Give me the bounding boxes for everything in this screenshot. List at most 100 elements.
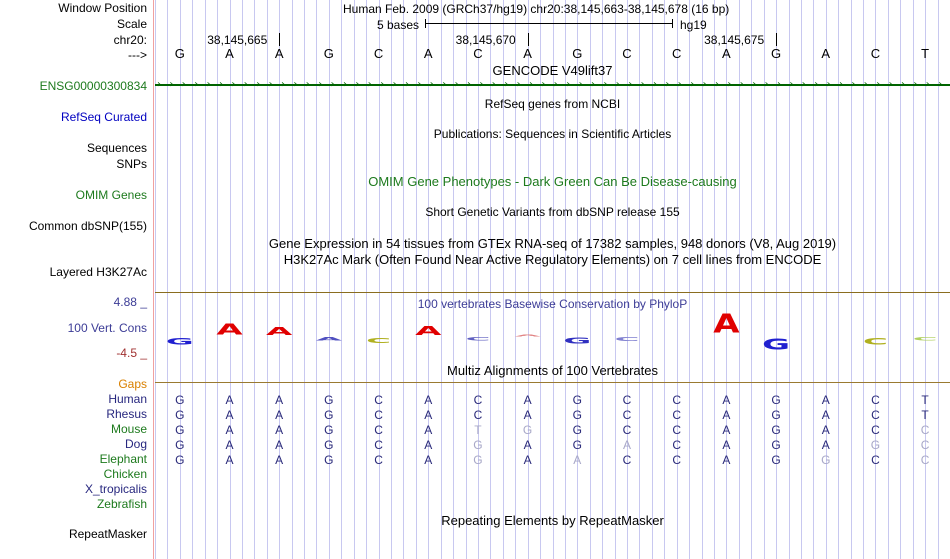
sidebar-item-rhesus[interactable]: Rhesus (106, 407, 147, 421)
multiz-base: C (622, 423, 632, 437)
gene-strand-arrow-icon: › (591, 79, 595, 90)
phylop-base-glyph: C (366, 337, 392, 344)
gene-strand-arrow-icon: › (467, 79, 471, 90)
sidebar-item-omim[interactable]: OMIM Genes (75, 188, 147, 202)
phylop-bar: G (559, 337, 595, 345)
sidebar-item-h3k27ac[interactable]: Layered H3K27Ac (49, 265, 147, 279)
multiz-base: A (622, 438, 631, 452)
gene-strand-arrow-icon: › (888, 79, 893, 90)
sequence-base: C (373, 46, 384, 61)
track-center-omim: OMIM Gene Phenotypes - Dark Green Can Be… (368, 174, 737, 189)
sequence-base: C (870, 46, 881, 61)
scale-row-label: Scale (116, 17, 147, 31)
ruler-coordinate-label: 38,145,670 (455, 33, 516, 47)
phylop-base-glyph: A (315, 337, 343, 341)
sequence-base: A (274, 46, 284, 61)
gene-strand-arrow-icon: › (814, 79, 819, 90)
multiz-base: G (821, 453, 831, 467)
scale-bar-label: 5 bases (377, 18, 420, 32)
gene-strand-arrow-icon: › (938, 79, 943, 90)
phylop-base-glyph: C (912, 337, 938, 341)
gene-strand-arrow-icon: › (504, 79, 509, 90)
multiz-base: C (871, 393, 880, 407)
sidebar-item-repeatmasker[interactable]: RepeatMasker (68, 527, 147, 541)
multiz-base: A (424, 453, 433, 467)
sidebar-item-conservation[interactable]: 100 Vert. Cons (67, 321, 147, 335)
left-boundary-line (153, 0, 154, 559)
multiz-base: C (473, 393, 483, 407)
gene-strand-arrow-icon: › (343, 79, 347, 90)
sidebar-item-dbsnp[interactable]: Common dbSNP(155) (28, 219, 147, 233)
sidebar-item-gaps[interactable]: Gaps (118, 377, 147, 391)
phylop-bar: C (609, 337, 645, 342)
ruler-tick (527, 33, 529, 46)
gene-strand-arrow-icon: › (442, 79, 447, 90)
multiz-base: A (722, 438, 731, 452)
sidebar-item-gencode[interactable]: ENSG00000300834 (39, 79, 147, 93)
multiz-base: A (225, 453, 234, 467)
multiz-base: A (523, 453, 532, 467)
ruler-tick (776, 33, 778, 46)
multiz-base: A (821, 408, 830, 422)
sidebar-item-mouse[interactable]: Mouse (110, 422, 147, 436)
multiz-base: G (175, 453, 185, 467)
gene-strand-arrow-icon: › (913, 79, 918, 90)
sequence-base: G (323, 46, 334, 61)
phylop-bar: A (410, 325, 446, 337)
multiz-base: A (821, 393, 830, 407)
sequence-base: G (770, 46, 782, 61)
conservation-top-border (155, 292, 950, 293)
sidebar-item-snps[interactable]: SNPs (116, 157, 147, 171)
sidebar-item-sequences[interactable]: Sequences (86, 141, 147, 155)
multiz-base: G (522, 423, 533, 437)
multiz-base: C (920, 423, 930, 437)
multiz-base: G (572, 438, 582, 452)
multiz-base: A (722, 453, 731, 467)
sequence-base: A (423, 46, 433, 61)
conservation-bottom-border (155, 382, 950, 383)
gene-strand-arrow-icon: › (479, 79, 484, 90)
multiz-base: G (771, 423, 781, 437)
phylop-bar: A (709, 311, 745, 337)
conservation-axis-min: -4.5 _ (116, 346, 147, 360)
gencode-gene-line[interactable]: › › › › › › › › › › › › › › › › › › › › › › › › › › › › › › › › › › › › › › › ›… (155, 80, 950, 90)
multiz-base: G (175, 393, 185, 407)
multiz-base: A (722, 393, 731, 407)
gene-strand-arrow-icon: › (839, 79, 843, 90)
multiz-base: A (523, 393, 532, 407)
multiz-base: A (424, 438, 433, 452)
gene-strand-arrow-icon: › (454, 79, 459, 90)
gene-strand-arrow-icon: › (219, 79, 223, 90)
multiz-base: G (572, 408, 582, 422)
gene-strand-arrow-icon: › (876, 79, 881, 90)
sidebar-item-zebrafish[interactable]: Zebrafish (96, 497, 147, 511)
sidebar-item-dog[interactable]: Dog (124, 437, 147, 451)
gene-strand-arrow-icon: › (157, 79, 161, 90)
sidebar-item-human[interactable]: Human (108, 392, 147, 406)
sidebar-item-chicken[interactable]: Chicken (103, 467, 147, 481)
sidebar-item-refseq[interactable]: RefSeq Curated (60, 110, 147, 124)
sequence-base: A (225, 46, 234, 61)
phylop-conservation-track[interactable]: G A A A C A C A G C A G C C (155, 293, 950, 383)
multiz-base: C (622, 393, 632, 407)
sequence-base: A (821, 46, 831, 61)
multiz-species-row (155, 483, 950, 498)
multiz-base: C (920, 438, 930, 452)
gene-strand-arrow-icon: › (727, 79, 732, 90)
sidebar-item-elephant[interactable]: Elephant (99, 452, 147, 466)
gene-strand-arrow-icon: › (566, 79, 571, 90)
multiz-base: C (672, 423, 681, 437)
multiz-track-title: Multiz Alignments of 100 Vertebrates (446, 363, 658, 378)
track-center-dbsnp: Short Genetic Variants from dbSNP releas… (425, 205, 680, 219)
multiz-base: G (473, 453, 483, 467)
multiz-base: C (374, 393, 383, 407)
multiz-base: G (771, 438, 781, 452)
multiz-species-row (155, 498, 950, 513)
sidebar-item-xtropicalis[interactable]: X_tropicalis (84, 482, 147, 496)
gene-strand-arrow-icon: › (516, 79, 521, 90)
gene-strand-arrow-icon: › (826, 79, 831, 90)
gene-strand-arrow-icon: › (777, 79, 781, 90)
track-center-gencode: GENCODE V49lift37 (492, 63, 613, 78)
phylop-base-glyph: A (415, 325, 442, 337)
